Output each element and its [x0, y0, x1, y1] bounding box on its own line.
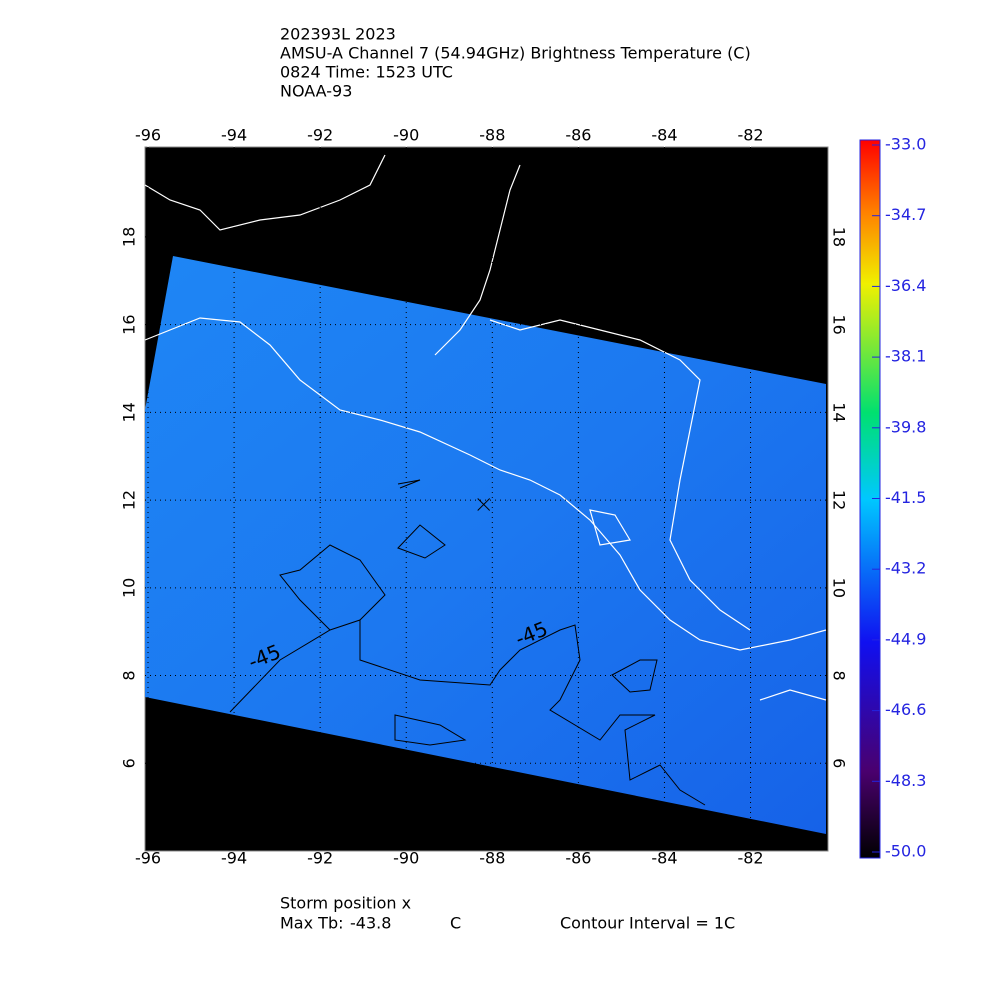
lat-label-left: 18	[120, 227, 139, 247]
storm-marker	[477, 498, 491, 511]
title-line: AMSU-A Channel 7 (54.94GHz) Brightness T…	[280, 44, 751, 63]
satellite-swath	[145, 256, 826, 834]
lat-label-left: 14	[120, 402, 139, 422]
lon-label-bottom: -94	[221, 849, 247, 868]
colorbar-label: -33.0	[885, 135, 926, 154]
lat-label-right: 6	[830, 758, 849, 768]
lat-label-left: 8	[120, 670, 139, 680]
lon-label-top: -92	[307, 126, 333, 145]
contours	[229, 479, 706, 806]
footer-max-label: Max Tb:	[280, 914, 343, 933]
lat-label-right: 8	[830, 670, 849, 680]
footer-contour: Contour Interval = 1C	[560, 914, 735, 933]
lon-label-top: -82	[737, 126, 763, 145]
coastline	[144, 154, 827, 701]
lat-label-right: 16	[830, 314, 849, 334]
colorbar-label: -46.6	[885, 700, 926, 719]
lon-label-top: -86	[565, 126, 591, 145]
lon-label-top: -94	[221, 126, 247, 145]
colorbar-label: -43.2	[885, 559, 926, 578]
colorbar-label: -36.4	[885, 276, 926, 295]
colorbar-label: -38.1	[885, 347, 926, 366]
lon-label-top: -90	[393, 126, 419, 145]
lat-label-left: 16	[120, 314, 139, 334]
lon-label-top: -84	[651, 126, 677, 145]
footer-storm: Storm position x	[280, 894, 411, 913]
title-line: NOAA-93	[280, 82, 352, 101]
lat-label-right: 10	[830, 578, 849, 598]
lon-label-bottom: -88	[479, 849, 505, 868]
lon-label-bottom: -84	[651, 849, 677, 868]
title-line: 0824 Time: 1523 UTC	[280, 63, 453, 82]
footer-max-unit: C	[450, 914, 461, 933]
lon-label-bottom: -92	[307, 849, 333, 868]
lon-label-bottom: -86	[565, 849, 591, 868]
colorbar-label: -41.5	[885, 488, 926, 507]
lat-label-left: 12	[120, 490, 139, 510]
lon-label-bottom: -90	[393, 849, 419, 868]
colorbar-label: -39.8	[885, 417, 926, 436]
colorbar-label: -48.3	[885, 771, 926, 790]
colorbar-label: -44.9	[885, 629, 926, 648]
graticule: -96 -96 -94 -94 -92 -92 -90 -90 -88 -88 -86 -86 -84 -…	[120, 126, 849, 868]
lat-label-right: 18	[830, 227, 849, 247]
lon-label-bottom: -96	[135, 849, 161, 868]
colorbar-label: -34.7	[885, 205, 926, 224]
lon-label-top: -88	[479, 126, 505, 145]
lat-label-right: 14	[830, 402, 849, 422]
lat-label-left: 6	[120, 758, 139, 768]
colorbar-label: -50.0	[885, 842, 926, 861]
footer-max-value: -43.8	[350, 914, 391, 933]
title-line: 202393L 2023	[280, 25, 396, 44]
lon-label-top: -96	[135, 126, 161, 145]
lon-label-bottom: -82	[737, 849, 763, 868]
lat-label-right: 12	[830, 490, 849, 510]
lat-label-left: 10	[120, 578, 139, 598]
